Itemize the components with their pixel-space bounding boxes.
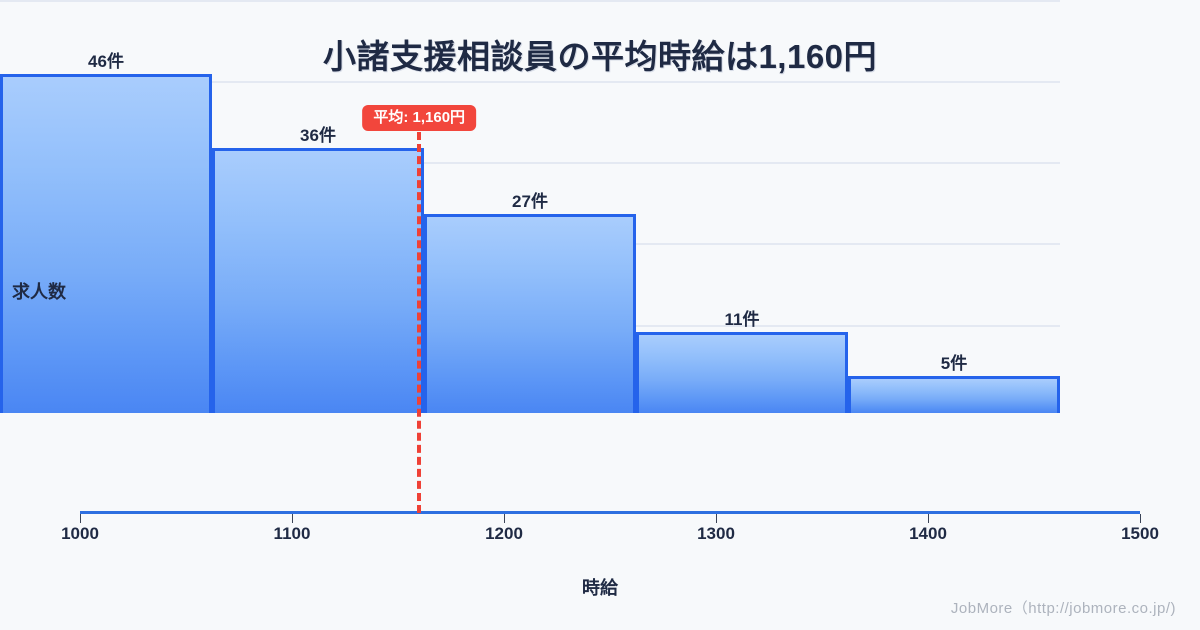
average-badge: 平均: 1,160円 (362, 105, 477, 131)
x-axis-tick-mark (292, 514, 293, 523)
bar[interactable] (424, 213, 636, 413)
bars-group: 46件 36件 27件 11件 5件 (0, 51, 1060, 413)
bar-value-label: 36件 (300, 125, 336, 145)
bar-value-label: 11件 (724, 309, 760, 329)
x-axis-tick-mark (716, 514, 717, 523)
footer-watermark: JobMore（http://jobmore.co.jp/) (950, 600, 1176, 617)
bar-value-label: 46件 (88, 51, 124, 71)
x-axis-tick-mark (928, 514, 929, 523)
x-axis-tick-mark (1140, 514, 1141, 523)
x-axis-tick-label: 1200 (485, 524, 523, 543)
x-axis-tick-label: 1300 (697, 524, 735, 543)
bar[interactable] (212, 147, 424, 413)
bar[interactable] (848, 376, 1060, 413)
x-axis-tick-mark (80, 514, 81, 523)
bar-value-label: 5件 (940, 354, 968, 374)
bar-value-label: 27件 (512, 191, 548, 211)
x-axis-line (80, 511, 1140, 514)
y-axis-title: 求人数 (12, 282, 66, 302)
bar[interactable] (0, 73, 212, 413)
x-axis-title: 時給 (582, 578, 618, 598)
chart-title: 小諸支援相談員の平均時給は1,160円 (322, 38, 878, 75)
x-axis-tick-label: 1500 (1121, 524, 1159, 543)
average-line (417, 132, 422, 513)
x-axis-tick-label: 1100 (273, 524, 311, 543)
x-axis-tick-label: 1000 (61, 524, 99, 543)
x-axis-tick-mark (504, 514, 505, 523)
x-axis-tick-label: 1400 (909, 524, 947, 543)
bar[interactable] (636, 331, 848, 413)
